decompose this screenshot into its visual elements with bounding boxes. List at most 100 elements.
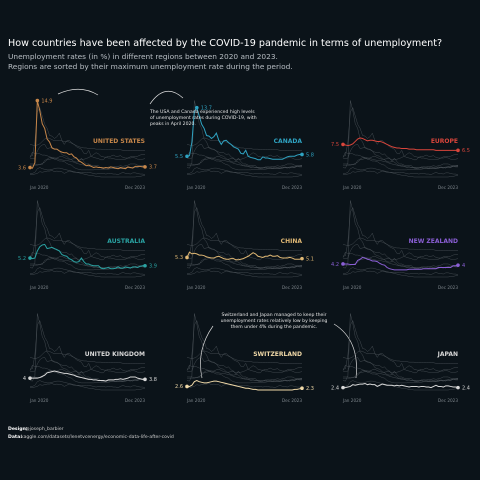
value-label: 5.3 <box>175 255 183 261</box>
series-line <box>187 379 303 391</box>
context-line <box>343 380 459 391</box>
context-line <box>342 320 458 374</box>
context-line <box>187 157 302 169</box>
panel-label: AUSTRALIA <box>107 238 145 245</box>
value-label: 2.6 <box>175 384 183 390</box>
context-line <box>187 370 303 384</box>
context-line <box>29 107 145 161</box>
footer-text: kaggle.com/datasets/lenetvcenergy/econom… <box>21 434 174 440</box>
peak-dot <box>194 105 199 110</box>
context-line <box>343 257 458 269</box>
x-tick-label: Dec 2023 <box>438 398 458 403</box>
series-line <box>342 137 458 151</box>
context-line <box>186 350 302 364</box>
footer-label: Design: <box>8 426 28 432</box>
context-line <box>343 157 458 169</box>
series-line <box>186 251 303 261</box>
arrow <box>333 323 357 379</box>
subtitle: Unemployment rates (in %) in different r… <box>8 52 278 61</box>
context-line <box>186 100 302 169</box>
context-line <box>186 200 302 269</box>
panel-label: CHINA <box>281 238 303 245</box>
context-line <box>187 370 302 382</box>
context-line <box>187 170 303 175</box>
context-line <box>186 357 302 382</box>
annotation: Switzerland and Japan managed to keep th… <box>220 313 328 331</box>
context-line <box>30 380 146 391</box>
value-label: 2.4 <box>331 385 339 391</box>
context-line <box>342 207 458 261</box>
end-dot <box>28 376 32 380</box>
context-line <box>343 170 459 175</box>
end-dot <box>300 256 304 261</box>
end-dot <box>143 263 147 268</box>
context-line <box>342 200 458 269</box>
context-line <box>186 151 303 161</box>
context-line <box>29 207 145 261</box>
x-tick-label: Jan 2020 <box>186 285 206 290</box>
context-line <box>29 144 145 169</box>
end-dot <box>185 384 189 389</box>
end-dot <box>28 256 32 260</box>
context-line <box>187 257 302 269</box>
x-tick-label: Dec 2023 <box>438 185 458 190</box>
context-line <box>29 357 145 382</box>
series-line <box>29 100 145 170</box>
context-line <box>342 151 459 161</box>
annotation: The USA and Canada experienced high leve… <box>150 110 257 128</box>
series-line <box>343 382 459 389</box>
context-line <box>186 137 302 151</box>
panel-label: SWITZERLAND <box>253 351 302 358</box>
end-dot <box>341 142 345 147</box>
context-line <box>30 257 145 269</box>
value-label: 2.4 <box>462 385 470 391</box>
context-line <box>187 270 303 275</box>
context-line <box>342 237 458 251</box>
value-label: 7.5 <box>331 142 339 148</box>
context-line <box>343 267 459 278</box>
context-line <box>30 157 145 169</box>
context-line <box>187 383 303 388</box>
value-label: 5.2 <box>18 256 26 262</box>
context-line <box>186 244 302 269</box>
context-line <box>342 144 458 169</box>
end-dot <box>456 385 460 390</box>
context-line <box>342 100 458 169</box>
arrow <box>149 90 184 105</box>
panel-label: UNITED STATES <box>93 138 145 145</box>
x-tick-label: Jan 2020 <box>29 185 49 190</box>
series-line <box>186 106 302 161</box>
context-line <box>29 364 146 374</box>
end-dot <box>185 154 189 159</box>
value-label: 5.8 <box>306 152 314 158</box>
value-label: 2.3 <box>306 386 314 392</box>
end-dot <box>185 255 189 260</box>
x-tick-label: Jan 2020 <box>29 398 49 403</box>
value-label: 6.5 <box>462 148 470 154</box>
context-line <box>186 237 302 251</box>
panel-label: EUROPE <box>431 138 458 145</box>
context-line <box>30 383 146 388</box>
context-line <box>343 157 459 171</box>
x-tick-label: Dec 2023 <box>125 285 145 290</box>
context-line <box>186 144 302 169</box>
value-label: 4 <box>23 376 26 382</box>
x-tick-label: Dec 2023 <box>125 398 145 403</box>
x-tick-label: Jan 2020 <box>342 285 362 290</box>
end-dot <box>143 377 147 382</box>
x-tick-label: Dec 2023 <box>125 185 145 190</box>
panel-label: CANADA <box>274 138 303 145</box>
context-line <box>30 157 146 171</box>
value-label: 5.1 <box>306 256 314 262</box>
context-line <box>30 267 146 278</box>
series-line <box>343 256 459 271</box>
context-line <box>187 167 303 178</box>
context-line <box>342 357 458 382</box>
series-line <box>30 370 145 382</box>
context-line <box>29 313 145 382</box>
context-line <box>186 364 303 374</box>
context-line <box>342 364 459 374</box>
context-line <box>186 207 302 261</box>
